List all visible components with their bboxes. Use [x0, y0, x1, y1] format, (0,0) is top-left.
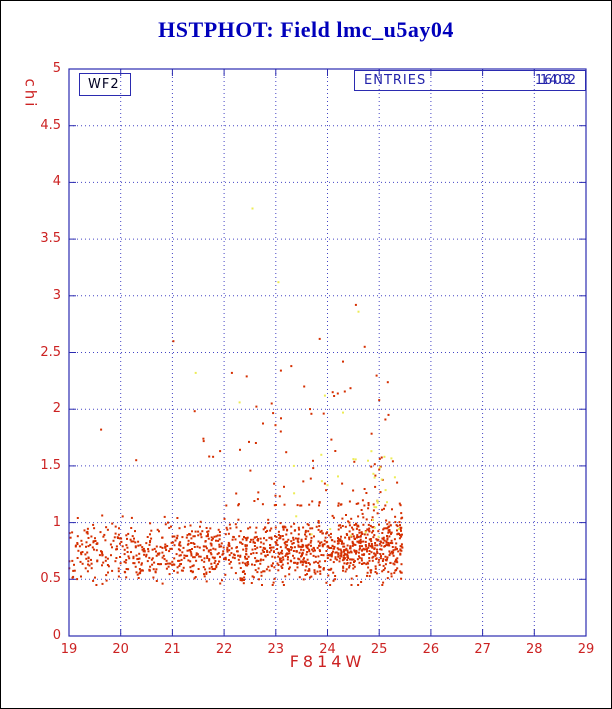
x-tick-label: 27 — [474, 642, 491, 657]
entries-legend-box: ENTRIES 1402 1603 — [354, 70, 586, 91]
x-tick-label: 25 — [370, 642, 388, 657]
x-axis-label: F814W — [289, 652, 366, 671]
y-tick-label: 3.5 — [40, 231, 61, 247]
x-tick-label: 21 — [164, 642, 181, 657]
x-tick-label: 20 — [112, 642, 129, 657]
y-tick-label: 0 — [52, 628, 61, 643]
entries-value-1: 1402 — [539, 73, 577, 88]
x-tick-label: 24 — [319, 642, 336, 657]
y-tick-label: 1 — [52, 514, 61, 530]
detector-label: WF2 — [88, 77, 120, 92]
stars-yellow — [194, 207, 400, 538]
x-tick-label: 19 — [60, 642, 78, 657]
y-tick-label: 0.5 — [40, 571, 61, 587]
x-tick-label: 23 — [267, 642, 285, 657]
page-title: HSTPHOT: Field lmc_u5ay04 — [158, 17, 454, 42]
grid-lines — [69, 69, 586, 636]
x-tick-label: 29 — [577, 642, 595, 657]
y-tick-label: 5 — [52, 61, 61, 76]
y-tick-label: 1.5 — [40, 457, 61, 473]
y-tick-label: 2.5 — [40, 344, 61, 360]
entries-values: 1402 1603 — [515, 73, 579, 89]
x-tick-label: 28 — [526, 642, 543, 657]
x-tick-label: 22 — [215, 642, 233, 657]
detector-label-box: WF2 — [79, 73, 131, 96]
y-tick-label: 3 — [52, 287, 61, 303]
y-tick-label: 4 — [52, 174, 61, 190]
plot-frame — [68, 68, 587, 637]
axis-ticks — [68, 68, 587, 637]
entries-label: ENTRIES — [364, 73, 427, 88]
y-axis-label: chi — [21, 78, 40, 110]
y-tick-label: 2 — [52, 401, 61, 417]
y-tick-label: 4.5 — [40, 117, 61, 133]
entries-value-2: 1603 — [534, 73, 572, 88]
x-tick-label: 26 — [422, 642, 440, 657]
stars-red — [68, 303, 404, 586]
